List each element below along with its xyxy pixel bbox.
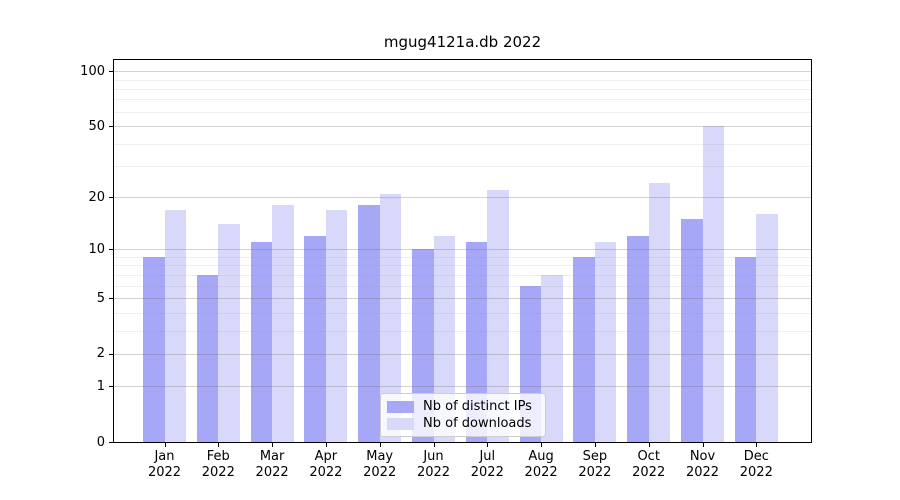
x-tick-mark (756, 443, 758, 447)
bar-downloads-mar (272, 205, 294, 442)
bar-downloads-apr (325, 209, 348, 442)
bar-downloads-jun (433, 235, 455, 442)
x-tick-mark (648, 443, 650, 447)
y-tick-mark (109, 353, 113, 355)
bar-downloads-jul (487, 190, 509, 442)
y-tick-label: 50 (88, 118, 105, 134)
gridline-minor (114, 88, 811, 90)
gridline-major (114, 353, 811, 355)
x-tick-mark (272, 443, 274, 447)
gridline-minor (114, 312, 811, 314)
legend-swatch-downloads (387, 417, 414, 430)
gridline-minor (114, 99, 811, 101)
gridline-major (114, 249, 811, 251)
gridline-minor (114, 111, 811, 113)
x-tick-mark (218, 443, 220, 447)
y-tick-mark (109, 298, 113, 299)
gridline-minor (114, 265, 811, 267)
gridline-major (114, 386, 811, 388)
legend-label-downloads: Nb of downloads (423, 416, 532, 431)
x-tick-mark (379, 443, 381, 447)
x-tick-mark (594, 443, 596, 447)
plot-area (113, 59, 812, 443)
y-tick-label: 2 (96, 346, 105, 362)
gridline-minor (114, 274, 811, 276)
bar-downloads-dec (756, 214, 778, 442)
bar-distinct-ips-nov (681, 219, 703, 442)
x-tick-label-aug: Aug 2022 (524, 449, 558, 480)
y-tick-mark (109, 126, 113, 127)
x-tick-label-jul: Jul 2022 (470, 449, 504, 480)
bar-distinct-ips-sep (573, 257, 595, 442)
bar-downloads-feb (218, 224, 240, 442)
gridline-minor (114, 257, 811, 258)
x-tick-mark (325, 443, 327, 447)
y-tick-label: 10 (88, 241, 105, 257)
bar-distinct-ips-may (358, 205, 380, 442)
y-tick-mark (109, 386, 113, 388)
gridline-major (114, 197, 811, 199)
bar-downloads-sep (594, 242, 617, 442)
y-tick-label: 5 (96, 290, 105, 306)
chart-title: mgug4121a.db 2022 (383, 33, 542, 51)
bar-distinct-ips-oct (627, 235, 649, 442)
bar-downloads-jan (164, 209, 186, 442)
y-tick-label: 100 (80, 63, 105, 79)
grid-layer (114, 60, 811, 442)
y-tick-mark (109, 71, 113, 73)
bar-distinct-ips-jul (465, 242, 488, 442)
bar-distinct-ips-mar (250, 242, 273, 442)
y-tick-mark (109, 249, 113, 251)
x-tick-label-sep: Sep 2022 (578, 449, 612, 480)
x-tick-label-feb: Feb 2022 (201, 449, 235, 480)
gridline-major (114, 126, 811, 127)
gridline-major (114, 71, 811, 73)
legend-label-distinct-ips: Nb of distinct IPs (423, 399, 532, 414)
bar-distinct-ips-dec (734, 257, 757, 442)
bar-distinct-ips-apr (304, 235, 326, 442)
bar-downloads-aug (541, 274, 563, 442)
y-tick-mark (109, 442, 113, 443)
legend: Nb of distinct IPs Nb of downloads (380, 393, 546, 437)
legend-item-distinct-ips: Nb of distinct IPs (387, 398, 539, 415)
gridline-minor (114, 143, 811, 145)
y-tick-label: 1 (96, 378, 105, 394)
y-tick-label: 20 (88, 189, 105, 205)
y-tick-label: 0 (96, 434, 105, 450)
x-tick-label-oct: Oct 2022 (632, 449, 666, 480)
gridline-minor (114, 330, 811, 332)
bar-downloads-may (379, 193, 402, 442)
x-tick-label-jan: Jan 2022 (147, 449, 182, 480)
x-tick-label-may: May 2022 (363, 449, 397, 480)
gridline-major (114, 298, 811, 299)
x-tick-mark (702, 443, 704, 447)
x-tick-mark (164, 443, 166, 447)
gridline-minor (114, 166, 811, 167)
bar-distinct-ips-feb (196, 274, 219, 442)
x-tick-label-dec: Dec 2022 (739, 449, 773, 480)
legend-item-downloads: Nb of downloads (387, 415, 539, 432)
y-tick-mark (109, 197, 113, 199)
bar-downloads-nov (702, 126, 724, 442)
gridline-minor (114, 79, 811, 81)
x-tick-mark (541, 443, 543, 447)
x-tick-label-mar: Mar 2022 (255, 449, 289, 480)
legend-swatch-distinct-ips (387, 400, 414, 413)
x-tick-mark (433, 443, 435, 447)
x-tick-mark (487, 443, 489, 447)
bar-downloads-oct (648, 183, 671, 442)
x-tick-label-jun: Jun 2022 (416, 449, 451, 480)
x-tick-label-nov: Nov 2022 (685, 449, 720, 480)
x-tick-label-apr: Apr 2022 (309, 449, 343, 480)
bar-distinct-ips-jan (143, 257, 165, 442)
gridline-minor (114, 285, 811, 287)
